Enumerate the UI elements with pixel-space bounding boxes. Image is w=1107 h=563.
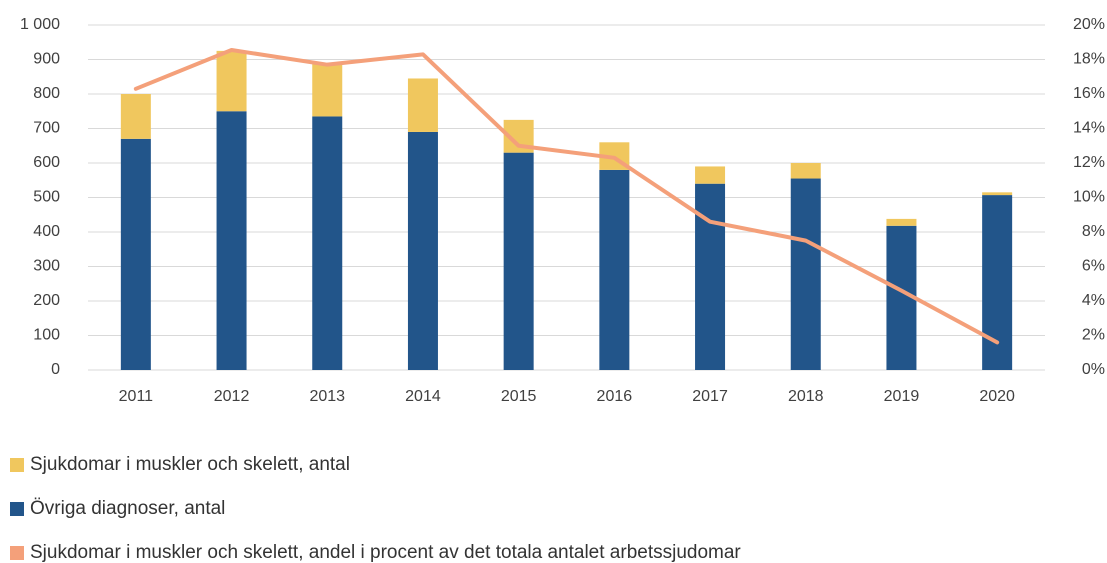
y-tick-label: 300	[33, 258, 60, 275]
x-tick-label: 2019	[884, 388, 920, 405]
legend-swatch	[10, 502, 24, 516]
bar-segment	[407, 78, 438, 132]
bar-segment	[216, 50, 247, 112]
x-tick-label: 2015	[501, 388, 537, 405]
y2-tick-label: 14%	[1073, 120, 1105, 137]
bar-segment	[503, 152, 534, 370]
bar-segment	[120, 94, 151, 139]
y-tick-label: 0	[51, 361, 60, 378]
bar-segment	[407, 131, 438, 370]
y-tick-label: 600	[33, 154, 60, 171]
legend-label: Övriga diagnoser, antal	[30, 498, 225, 519]
legend-swatch	[10, 546, 24, 560]
x-tick-label: 2011	[119, 388, 154, 405]
y-tick-label: 700	[33, 120, 60, 137]
x-tick-label: 2016	[597, 388, 633, 405]
bar-segment	[599, 169, 630, 370]
bar-segment	[886, 218, 917, 226]
bar-segment	[790, 163, 821, 179]
x-tick-label: 2018	[788, 388, 824, 405]
x-tick-label: 2020	[979, 388, 1015, 405]
y2-tick-label: 2%	[1082, 327, 1105, 344]
bar-segment	[216, 111, 247, 370]
y-tick-label: 500	[33, 189, 60, 206]
y2-tick-label: 6%	[1082, 258, 1105, 275]
y-tick-label: 1 000	[20, 16, 60, 33]
y-tick-label: 100	[33, 327, 60, 344]
y2-tick-label: 12%	[1073, 154, 1105, 171]
legend-label: Sjukdomar i muskler och skelett, antal	[30, 454, 350, 475]
y2-tick-label: 0%	[1082, 361, 1105, 378]
y2-tick-label: 8%	[1082, 223, 1105, 240]
legend-label: Sjukdomar i muskler och skelett, andel i…	[30, 542, 741, 563]
bar-segment	[695, 166, 726, 184]
bar-segment	[312, 116, 343, 370]
y-tick-label: 800	[33, 85, 60, 102]
y2-tick-label: 4%	[1082, 292, 1105, 309]
y2-tick-label: 16%	[1073, 85, 1105, 102]
y-tick-label: 200	[33, 292, 60, 309]
bar-segment	[695, 183, 726, 370]
y2-tick-label: 20%	[1073, 16, 1105, 33]
y-tick-label: 400	[33, 223, 60, 240]
y-tick-label: 900	[33, 51, 60, 68]
x-tick-label: 2014	[405, 388, 441, 405]
bar-segment	[312, 62, 343, 117]
x-tick-label: 2012	[214, 388, 250, 405]
line	[133, 48, 1000, 345]
y2-tick-label: 10%	[1073, 189, 1105, 206]
bar-segment	[982, 192, 1013, 196]
bar-segment	[790, 178, 821, 370]
bar-segment	[120, 138, 151, 370]
legend-swatch	[10, 458, 24, 472]
x-tick-label: 2017	[692, 388, 728, 405]
x-tick-label: 2013	[309, 388, 345, 405]
y2-tick-label: 18%	[1073, 51, 1105, 68]
